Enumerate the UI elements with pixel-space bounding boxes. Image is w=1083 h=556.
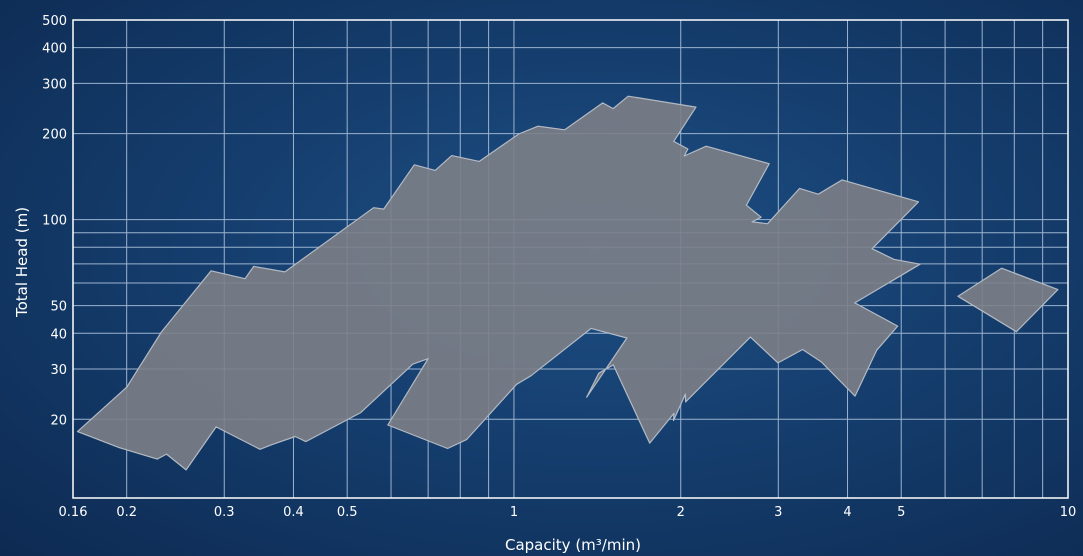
y-tick-label: 400	[42, 42, 67, 57]
x-tick-label: 0.4	[283, 505, 304, 520]
y-tick-label: 20	[50, 413, 67, 428]
x-tick-label: 4	[843, 505, 851, 520]
x-tick-label: 1	[510, 505, 518, 520]
x-tick-label: 0.16	[59, 505, 88, 520]
x-tick-label: 0.3	[214, 505, 235, 520]
plot-frame	[72, 19, 1069, 499]
coverage-regions	[76, 95, 1059, 471]
x-tick-label: 3	[774, 505, 782, 520]
x-tick-label: 2	[677, 505, 685, 520]
y-axis-title: Total Head (m)	[13, 207, 31, 318]
x-tick-labels: 0.16 0.2 0.3 0.4 0.5 1 2 3 4 5 10	[59, 505, 1077, 520]
x-tick-label: 10	[1060, 505, 1077, 520]
y-tick-label: 500	[42, 14, 67, 29]
x-axis-title: Capacity (m³/min)	[505, 536, 641, 554]
coverage-region-2	[957, 267, 1059, 333]
y-tick-label: 100	[42, 214, 67, 229]
coverage-region-1	[76, 95, 921, 471]
y-tick-label: 300	[42, 77, 67, 92]
y-tick-label: 200	[42, 128, 67, 143]
y-tick-labels: 20 30 40 50 100 200 300 400 500	[42, 14, 67, 428]
y-tick-label: 50	[50, 300, 67, 315]
y-tick-label: 40	[50, 327, 67, 342]
x-tick-label: 5	[897, 505, 905, 520]
x-tick-label: 0.2	[116, 505, 137, 520]
x-tick-label: 0.5	[337, 505, 358, 520]
y-tick-label: 30	[50, 363, 67, 378]
